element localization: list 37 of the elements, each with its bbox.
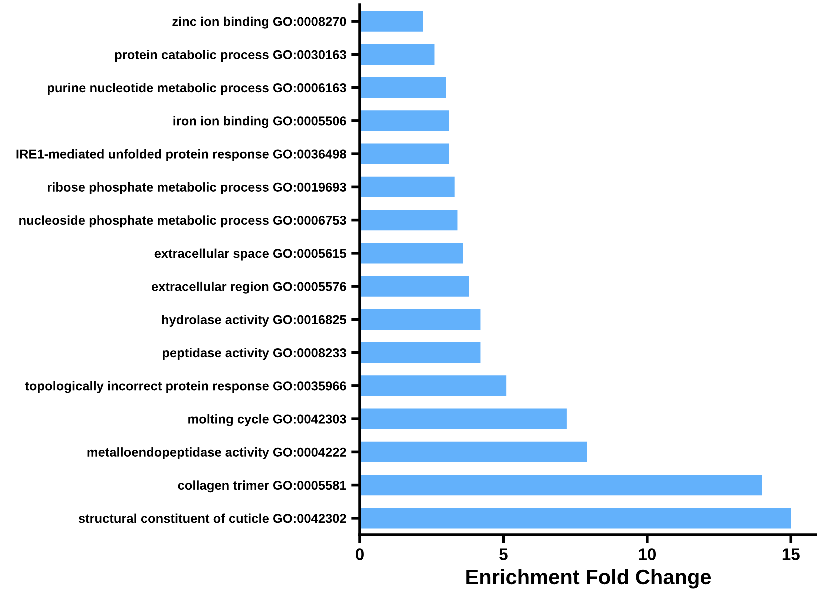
bar (360, 408, 567, 430)
y-tick-label: collagen trimer GO:0005581 (178, 480, 346, 493)
x-axis-title: Enrichment Fold Change (466, 569, 712, 589)
y-tick-label: structural constituent of cuticle GO:0042302 (78, 514, 346, 524)
y-tick-label: extracellular space GO:0005615 (154, 248, 346, 261)
x-tick-label: 10 (639, 548, 656, 560)
y-tick-label: metalloendopeptidase activity GO:0004222 (88, 448, 346, 460)
bar (360, 44, 435, 65)
bar (360, 176, 455, 198)
y-tick-label: zinc ion binding GO:0008270 (172, 16, 346, 29)
bar (360, 11, 424, 32)
y-tick-label: peptidase activity GO:0008233 (163, 348, 346, 360)
bar (360, 342, 481, 364)
bar (360, 276, 470, 297)
y-tick-label: iron ion binding GO:0005506 (174, 116, 346, 128)
bar (360, 376, 507, 396)
bar (360, 210, 458, 231)
bar (360, 475, 762, 496)
y-tick-label: protein catabolic process GO:0030163 (115, 50, 346, 62)
bar (360, 309, 481, 330)
y-tick-label: ribose phosphate metabolic process GO:0019693 (48, 182, 346, 194)
x-tick-label: 5 (500, 548, 508, 560)
y-tick-label: molting cycle GO:0042303 (188, 414, 346, 426)
x-tick-label: 0 (356, 548, 364, 560)
bar (360, 144, 450, 164)
y-tick-label: nucleoside phosphate metabolic process GO:0006753 (20, 216, 346, 228)
bar (360, 442, 588, 462)
bar (360, 508, 792, 529)
y-tick-label: extracellular region GO:0005576 (152, 282, 346, 294)
y-tick-label: topologically incorrect protein response GO:0035966 (25, 381, 346, 394)
y-tick-label: IRE1-mediated unfolded protein response GO:0036498 (16, 149, 346, 162)
bar (360, 78, 446, 98)
x-tick-label: 15 (782, 548, 800, 560)
y-tick-label: purine nucleotide metabolic process GO:0006163 (48, 83, 346, 96)
y-tick-label: hydrolase activity GO:0016825 (162, 315, 346, 327)
bar (360, 243, 464, 264)
bar (360, 110, 450, 132)
